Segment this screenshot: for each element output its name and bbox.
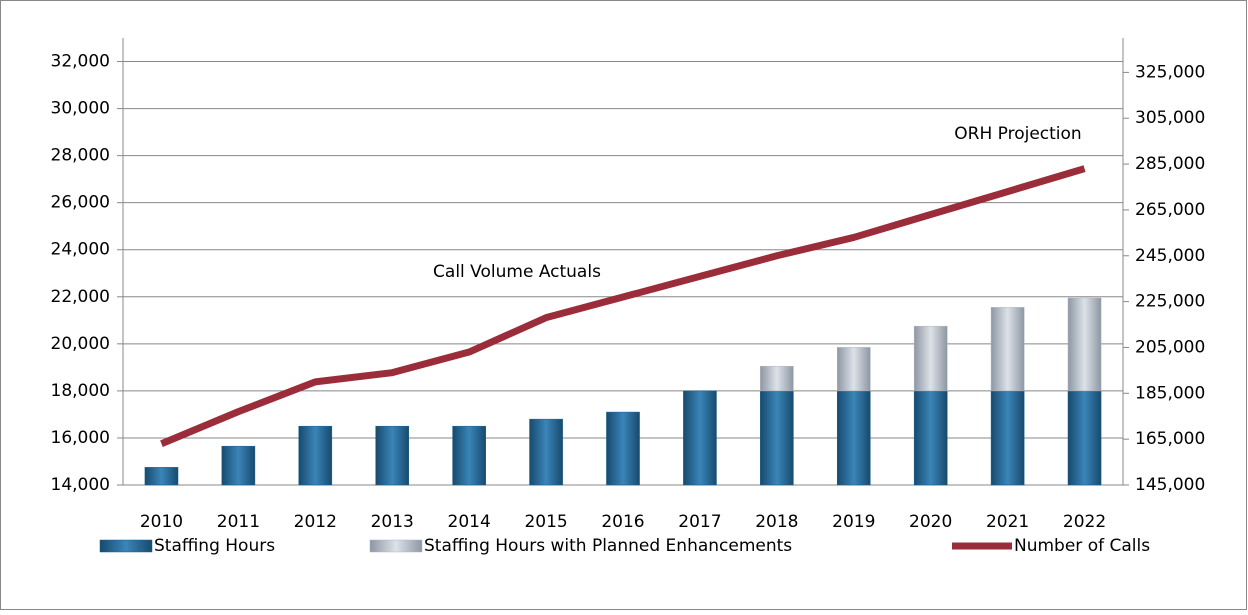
x-tick-label: 2015 bbox=[524, 512, 567, 532]
x-tick-label: 2010 bbox=[140, 512, 183, 532]
bar bbox=[913, 390, 948, 486]
y2-tick-label: 265,000 bbox=[1135, 200, 1205, 220]
x-tick-label: 2011 bbox=[217, 512, 260, 532]
x-tick-label: 2017 bbox=[678, 512, 721, 532]
bar bbox=[990, 307, 1025, 392]
x-tick-label: 2022 bbox=[1063, 512, 1106, 532]
bar bbox=[913, 325, 948, 392]
y2-tick-label: 165,000 bbox=[1135, 429, 1205, 449]
x-tick-label: 2012 bbox=[294, 512, 337, 532]
y-tick-label: 22,000 bbox=[51, 287, 110, 307]
y2-tick-label: 285,000 bbox=[1135, 154, 1205, 174]
y-tick-label: 30,000 bbox=[51, 99, 110, 119]
bar bbox=[298, 425, 333, 486]
bar bbox=[452, 425, 486, 486]
y2-tick-label: 305,000 bbox=[1135, 108, 1205, 128]
bar bbox=[760, 365, 794, 392]
annotation: Call Volume Actuals bbox=[433, 262, 601, 282]
bar bbox=[606, 411, 640, 486]
bar bbox=[529, 418, 563, 486]
x-tick-label: 2013 bbox=[371, 512, 414, 532]
x-tick-label: 2021 bbox=[986, 512, 1029, 532]
annotation: ORH Projection bbox=[954, 124, 1081, 144]
y2-tick-label: 245,000 bbox=[1135, 246, 1205, 266]
y-tick-label: 24,000 bbox=[51, 240, 110, 260]
y-tick-label: 20,000 bbox=[51, 334, 110, 354]
bar bbox=[375, 425, 410, 486]
x-tick-label: 2018 bbox=[755, 512, 798, 532]
legend-label: Staffing Hours with Planned Enhancements bbox=[424, 536, 792, 556]
y2-tick-label: 145,000 bbox=[1135, 475, 1205, 495]
x-tick-label: 2014 bbox=[448, 512, 491, 532]
legend-swatch bbox=[369, 539, 423, 553]
legend-swatch bbox=[99, 539, 153, 553]
bar bbox=[760, 390, 794, 486]
y-tick-label: 26,000 bbox=[51, 193, 110, 213]
y2-tick-label: 325,000 bbox=[1135, 62, 1205, 82]
y-tick-label: 28,000 bbox=[51, 146, 110, 166]
bar bbox=[1067, 390, 1102, 486]
legend-label: Number of Calls bbox=[1014, 536, 1150, 556]
bar bbox=[683, 390, 717, 486]
x-tick-label: 2020 bbox=[909, 512, 952, 532]
bar bbox=[836, 347, 871, 392]
line bbox=[160, 165, 1086, 447]
y-tick-label: 18,000 bbox=[51, 381, 110, 401]
y-tick-label: 14,000 bbox=[51, 475, 110, 495]
legend-label: Staffing Hours bbox=[154, 536, 275, 556]
y2-tick-label: 205,000 bbox=[1135, 337, 1205, 357]
y-tick-label: 16,000 bbox=[51, 428, 110, 448]
y2-tick-label: 185,000 bbox=[1135, 383, 1205, 403]
bar bbox=[836, 390, 871, 486]
x-tick-label: 2016 bbox=[601, 512, 644, 532]
x-tick-label: 2019 bbox=[832, 512, 875, 532]
bar bbox=[1067, 297, 1102, 392]
y-tick-label: 32,000 bbox=[51, 52, 110, 72]
y2-tick-label: 225,000 bbox=[1135, 292, 1205, 312]
bar bbox=[221, 445, 256, 486]
bar bbox=[990, 390, 1025, 486]
bar bbox=[144, 467, 179, 486]
